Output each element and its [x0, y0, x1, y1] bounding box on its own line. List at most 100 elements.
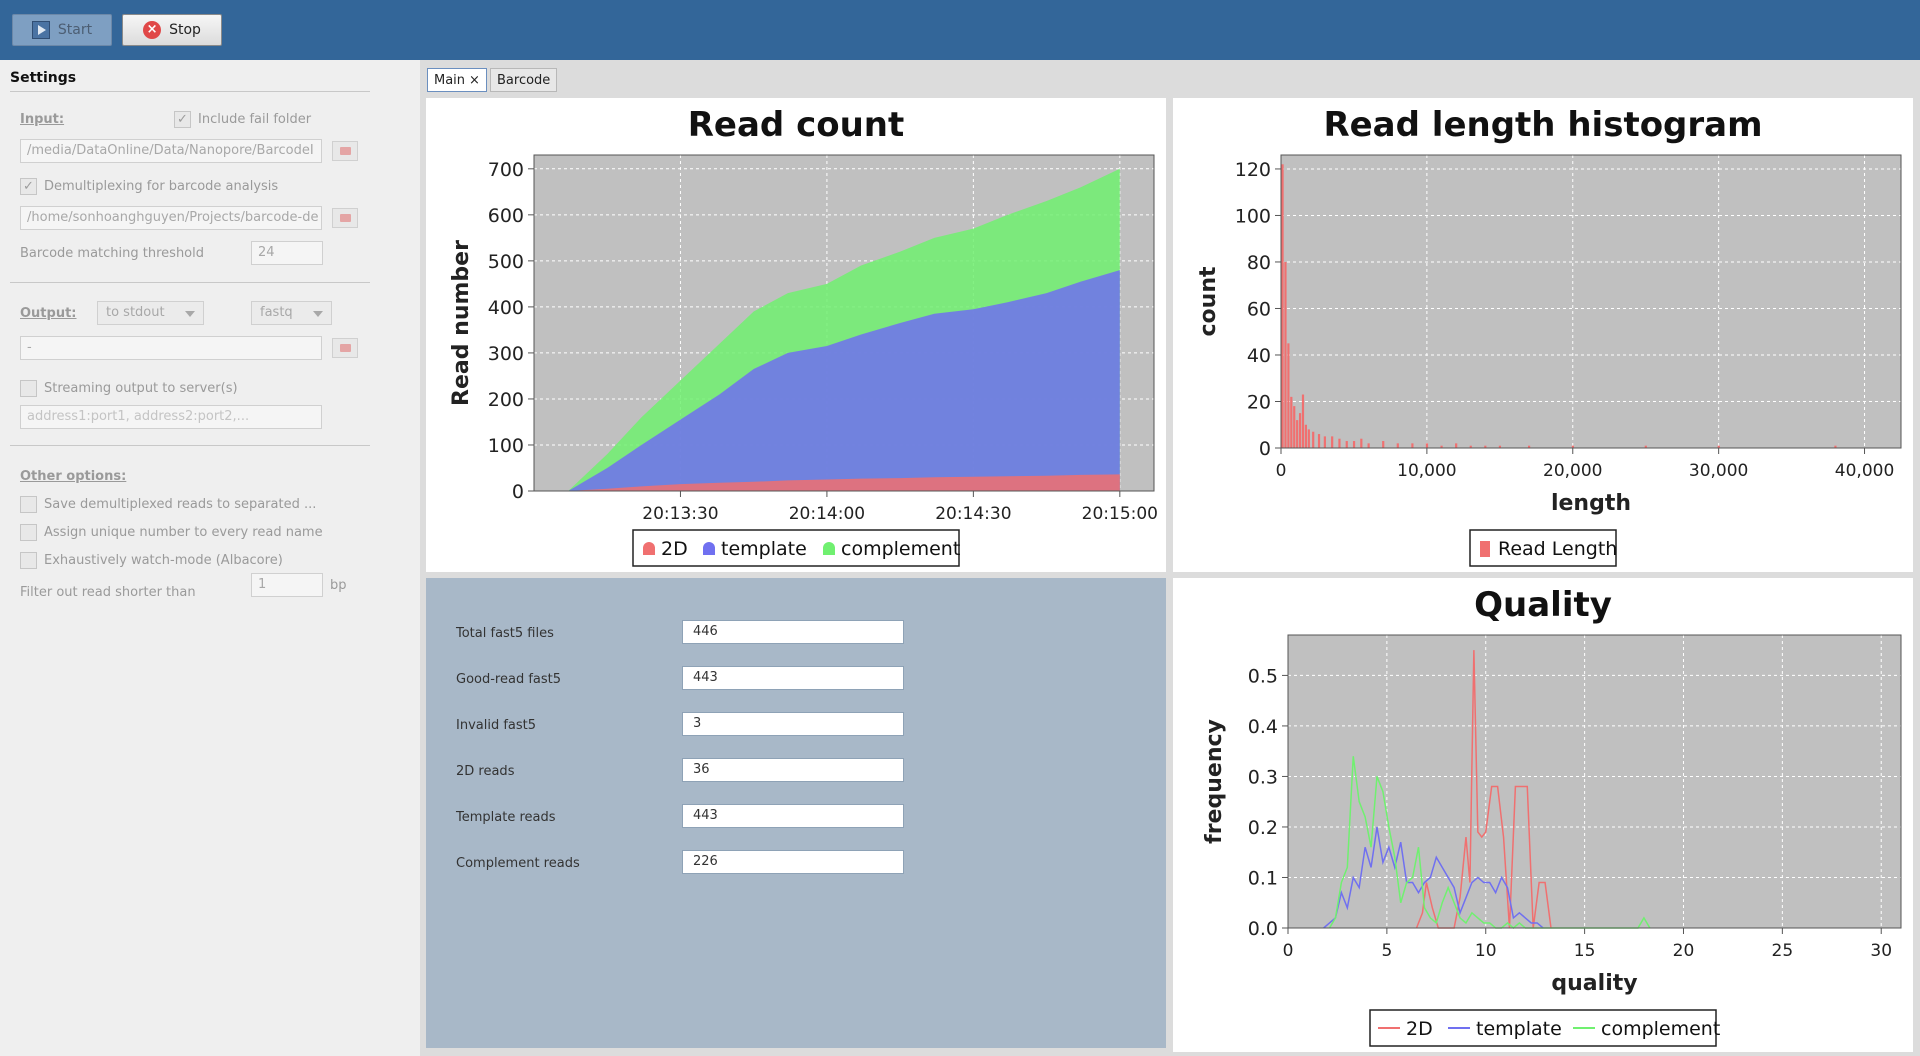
stat-invalid-label: Invalid fast5 — [456, 718, 537, 733]
y-tick-label: 500 — [488, 251, 524, 273]
save-demux-checkbox[interactable] — [20, 496, 37, 513]
separator — [10, 445, 370, 446]
y-tick-label: 100 — [1235, 205, 1271, 227]
histogram-bar — [1360, 438, 1363, 448]
histogram-bar — [1290, 396, 1293, 448]
legend-label: 2D — [661, 538, 688, 560]
read-count-panel: Read count Read number 0 100 200 300 400 500 600… — [426, 98, 1166, 572]
watch-mode-checkbox[interactable] — [20, 552, 37, 569]
chart-title: Quality — [1474, 585, 1612, 625]
stat-good-value[interactable]: 443 — [682, 666, 904, 690]
output-target-value: to stdout — [106, 305, 165, 320]
histogram-bar — [1312, 431, 1315, 448]
assign-unique-checkbox[interactable] — [20, 524, 37, 541]
close-icon[interactable]: × — [469, 72, 480, 88]
read-count-chart: Read count Read number 0 100 200 300 400 500 600… — [449, 105, 1158, 567]
start-button[interactable]: Start — [12, 14, 112, 46]
filter-unit-label: bp — [330, 578, 347, 593]
stat-template-value[interactable]: 443 — [682, 804, 904, 828]
legend-label: template — [1476, 1018, 1562, 1040]
barcode-path-field[interactable]: /home/sonhoanghguyen/Projects/barcode-de — [20, 206, 322, 230]
input-path-field[interactable]: /media/DataOnline/Data/Nanopore/BarcodeI — [20, 139, 322, 163]
y-tick-label: 0.3 — [1248, 766, 1278, 788]
stat-total-value[interactable]: 446 — [682, 620, 904, 644]
histogram-bar — [1367, 443, 1370, 448]
y-axis-label: count — [1196, 266, 1221, 336]
plot-border — [1287, 634, 1902, 929]
x-tick-label: 30,000 — [1689, 461, 1748, 481]
histogram-bar — [1317, 434, 1321, 448]
filter-label: Filter out read shorter than — [20, 585, 196, 600]
barcode-folder-icon[interactable] — [332, 208, 358, 228]
histogram-bar — [1345, 441, 1348, 448]
output-path-field[interactable]: - — [20, 336, 322, 360]
demultiplex-label: Demultiplexing for barcode analysis — [44, 179, 279, 194]
settings-panel: Settings Input: ✓ Include fail folder /m… — [0, 60, 420, 1056]
x-tick-label: 20:14:30 — [935, 504, 1011, 524]
y-tick-label: 400 — [488, 297, 524, 319]
output-folder-icon[interactable] — [332, 338, 358, 358]
x-axis-label: quality — [1551, 971, 1637, 996]
plot-area — [1287, 634, 1902, 929]
separator — [10, 282, 370, 283]
quality-panel: Quality frequency quality 0.0 0.1 0.2 0.3 0.4 0.… — [1173, 578, 1913, 1052]
histogram-bar — [1440, 445, 1443, 448]
y-tick-label: 600 — [488, 205, 524, 227]
settings-title: Settings — [10, 70, 77, 86]
histogram-bar — [1717, 445, 1720, 448]
tab-main-label: Main — [434, 72, 466, 88]
tab-barcode[interactable]: Barcode — [490, 68, 558, 92]
y-tick-label: 0.5 — [1248, 665, 1278, 687]
legend-label: template — [721, 538, 807, 560]
stop-button[interactable]: × Stop — [122, 14, 222, 46]
input-label: Input: — [20, 112, 65, 127]
x-tick-label: 25 — [1772, 941, 1794, 961]
read-length-panel: Read length histogram count length 0 20 40 60 8… — [1173, 98, 1913, 572]
area-series-2D — [568, 474, 1120, 491]
plot-area — [1280, 154, 1902, 449]
legend-marker — [823, 542, 835, 555]
output-format-select[interactable]: fastq — [251, 301, 332, 325]
include-fail-checkbox[interactable]: ✓ — [174, 111, 191, 128]
start-label: Start — [57, 22, 93, 38]
x-tick-label: 10,000 — [1397, 461, 1456, 481]
output-target-select[interactable]: to stdout — [97, 301, 204, 325]
threshold-label: Barcode matching threshold — [20, 246, 204, 261]
x-tick-label: 0 — [1276, 461, 1287, 481]
histogram-bar — [1304, 424, 1307, 448]
streaming-checkbox[interactable] — [20, 380, 37, 397]
legend-label: complement — [841, 538, 960, 560]
server-address-field[interactable]: address1:port1, address2:port2,... — [20, 405, 322, 429]
y-tick-label: 300 — [488, 343, 524, 365]
x-tick-label: 20:13:30 — [642, 504, 718, 524]
watch-mode-label: Exhaustively watch-mode (Albacore) — [44, 553, 283, 568]
y-tick-label: 80 — [1247, 252, 1271, 274]
x-tick-label: 40,000 — [1835, 461, 1894, 481]
y-tick-label: 0.4 — [1248, 716, 1278, 738]
input-folder-icon[interactable] — [332, 141, 358, 161]
toolbar: Start × Stop — [0, 0, 1920, 60]
output-label: Output: — [20, 306, 77, 321]
filter-length-field[interactable]: 1 — [251, 573, 323, 597]
read-length-chart: Read length histogram count length 0 20 40 60 8… — [1196, 105, 1902, 567]
tab-main[interactable]: Main × — [427, 68, 487, 92]
y-tick-label: 0.2 — [1248, 817, 1278, 839]
output-format-value: fastq — [260, 305, 293, 320]
y-tick-label: 120 — [1235, 159, 1271, 181]
histogram-bar — [1307, 429, 1310, 448]
histogram-bar — [1301, 394, 1305, 448]
line-series-2D — [1415, 650, 1552, 929]
stat-good-label: Good-read fast5 — [456, 672, 562, 687]
chevron-down-icon — [313, 311, 323, 317]
x-tick-label: 20:14:00 — [789, 504, 865, 524]
stat-invalid-value[interactable]: 3 — [682, 712, 904, 736]
stat-template-label: Template reads — [456, 810, 556, 825]
stat-2d-value[interactable]: 36 — [682, 758, 904, 782]
histogram-bar — [1287, 343, 1290, 448]
demultiplex-checkbox[interactable]: ✓ — [20, 178, 37, 195]
y-tick-label: 20 — [1247, 391, 1271, 413]
threshold-field[interactable]: 24 — [251, 241, 323, 265]
y-tick-label: 100 — [488, 435, 524, 457]
stat-complement-value[interactable]: 226 — [682, 850, 904, 874]
histogram-bar — [1298, 413, 1302, 448]
